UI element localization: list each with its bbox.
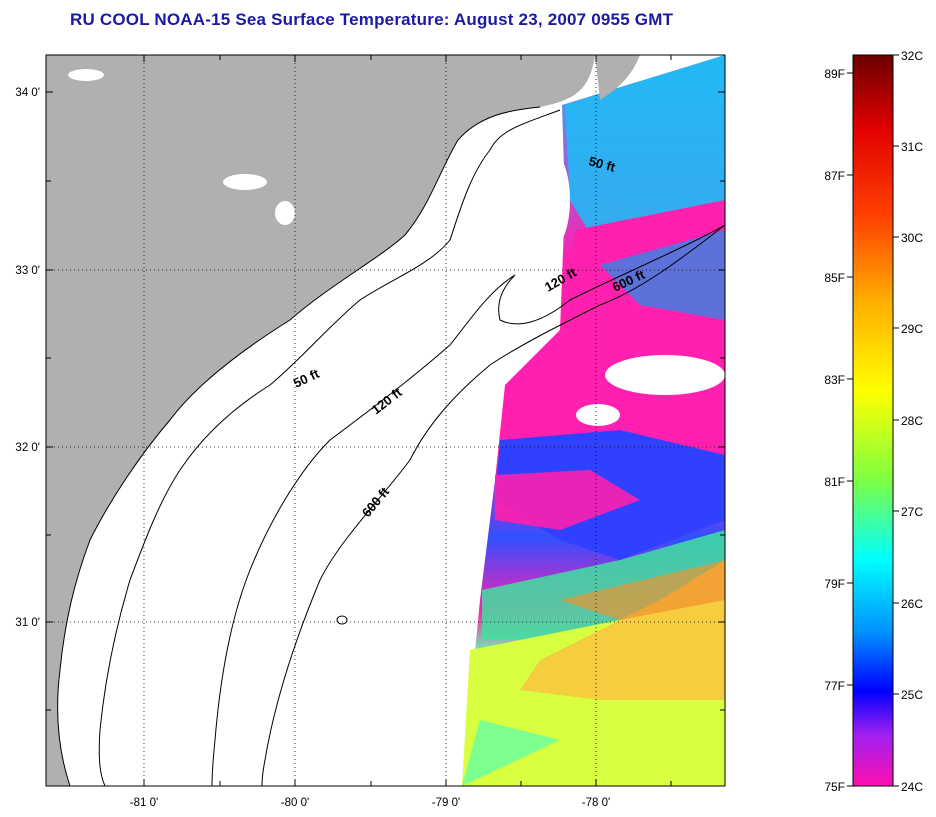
- cb-f-75: 75F: [824, 780, 845, 794]
- map-frame: [45, 54, 726, 787]
- cb-f-77: 77F: [824, 679, 845, 693]
- cb-c-26: 26C: [901, 597, 923, 611]
- land-mass: [46, 55, 595, 786]
- cb-c-28: 28C: [901, 414, 923, 428]
- cb-c-31: 31C: [901, 140, 923, 154]
- lon-label-78: -78 0': [582, 797, 610, 809]
- cb-c-27: 27C: [901, 505, 923, 519]
- lat-label-33: 33 0': [15, 265, 40, 277]
- lon-label-80: -80 0': [281, 797, 309, 809]
- cb-f-81: 81F: [824, 475, 845, 489]
- cb-c-25: 25C: [901, 688, 923, 702]
- depth-label-50ft-north: 50 ft: [587, 153, 617, 175]
- colorbar: 89F 87F 85F 83F 81F 79F 77F 75F 32C 31C …: [824, 49, 923, 794]
- lon-label-81: -81 0': [130, 797, 158, 809]
- cb-c-29: 29C: [901, 322, 923, 336]
- cb-f-87: 87F: [824, 169, 845, 183]
- lat-label-31: 31 0': [15, 617, 40, 629]
- cb-f-79: 79F: [824, 577, 845, 591]
- lat-label-32: 32 0': [15, 442, 40, 454]
- cb-c-30: 30C: [901, 231, 923, 245]
- sst-swath: [462, 55, 725, 786]
- axis-ticks: [46, 55, 725, 786]
- cb-c-32: 32C: [901, 49, 923, 63]
- cb-f-89: 89F: [824, 67, 845, 81]
- chart-title: RU COOL NOAA-15 Sea Surface Temperature:…: [70, 10, 674, 29]
- cb-c-24: 24C: [901, 780, 923, 794]
- cb-f-83: 83F: [824, 373, 845, 387]
- lon-label-79: -79 0': [432, 797, 460, 809]
- cb-f-85: 85F: [824, 271, 845, 285]
- lat-label-34: 34 0': [15, 87, 40, 99]
